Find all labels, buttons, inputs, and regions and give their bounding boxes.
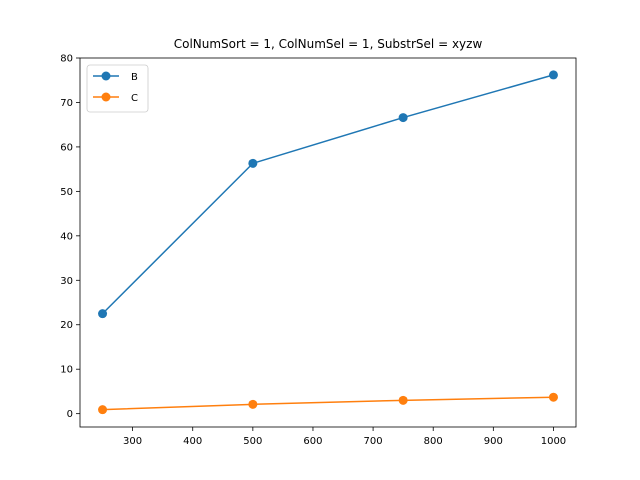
y-tick-label: 10 (60, 365, 73, 376)
legend: BC (86, 64, 149, 113)
series-layer (98, 70, 558, 415)
legend-marker-C (101, 92, 111, 102)
data-point-B (248, 158, 258, 168)
data-point-B (98, 309, 108, 319)
x-tick-label: 400 (183, 436, 202, 447)
y-tick-label: 40 (60, 231, 73, 242)
axes: 300 400 500 600 700 800 900 1000 0 10 20 30 40 50 60 70… (60, 54, 577, 447)
y-tick-label: 70 (60, 98, 73, 109)
y-tick-label: 30 (60, 276, 73, 287)
x-tick-label: 700 (364, 436, 383, 447)
data-point-C (98, 405, 108, 415)
data-point-C (548, 392, 558, 402)
data-point-B (398, 113, 408, 123)
legend-box (86, 64, 149, 113)
x-tick-label: 600 (303, 436, 322, 447)
legend-marker-B (101, 71, 111, 81)
x-tick-label: 300 (123, 436, 142, 447)
data-point-B (548, 70, 558, 80)
y-tick-label: 50 (60, 187, 73, 198)
x-tick-label: 900 (484, 436, 503, 447)
y-tick-label: 0 (67, 409, 73, 420)
data-point-C (398, 395, 408, 405)
x-tick-label: 800 (424, 436, 443, 447)
series-line-B (102, 74, 554, 315)
series-line-C (102, 396, 554, 411)
legend-label-C: C (131, 93, 138, 104)
x-tick-label: 500 (243, 436, 262, 447)
chart-title: ColNumSort = 1, ColNumSel = 1, SubstrSel… (174, 37, 483, 51)
x-tick-label: 1000 (541, 436, 566, 447)
y-tick-label: 80 (60, 54, 73, 65)
legend-label-B: B (131, 72, 138, 83)
data-point-C (248, 399, 258, 409)
axes-frame (79, 57, 577, 428)
y-tick-label: 20 (60, 320, 73, 331)
y-tick-label: 60 (60, 142, 73, 153)
